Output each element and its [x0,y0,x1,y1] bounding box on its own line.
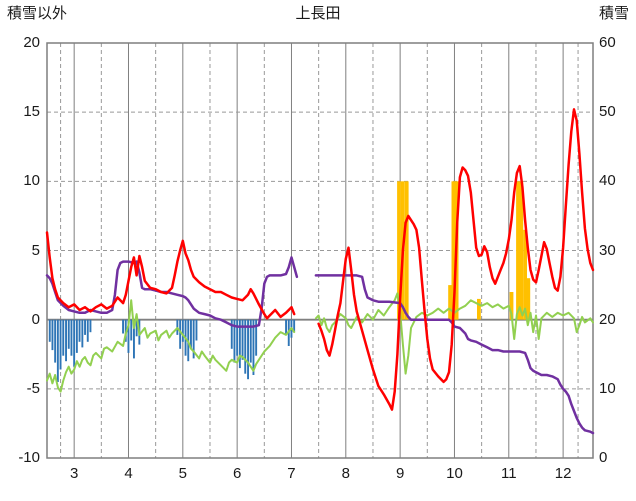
x-axis-tick: 4 [124,465,133,482]
right-axis-tick: 0 [599,449,608,466]
x-axis-tick: 8 [341,465,350,482]
right-axis-tick: 50 [599,103,616,121]
x-axis-tick: 9 [395,465,405,482]
right-axis-tick: 30 [599,241,616,259]
x-axis-tick: 10 [446,465,463,482]
right-axis-tick: 20 [599,310,616,328]
right-axis-tick: 60 [599,34,616,51]
x-axis-tick: 11 [500,465,517,482]
x-axis-tick: 5 [178,465,187,482]
x-axis-tick: 12 [554,465,572,482]
left-axis-tick: 15 [23,103,40,121]
left-axis-title: 積雪以外 [7,5,68,22]
right-axis-tick: 40 [599,172,616,190]
right-axis-tick: 10 [599,379,616,397]
chart-title: 上長田 [295,5,341,22]
left-axis-tick: -5 [26,379,40,397]
left-axis-tick: 0 [31,310,40,328]
left-axis-tick: 5 [31,241,40,259]
x-axis-tick: 3 [69,465,79,482]
right-axis-title: 積雪 [598,5,629,22]
x-axis-tick: 7 [287,465,296,482]
left-axis-tick: 10 [23,172,40,190]
left-axis-tick: 20 [23,34,40,51]
left-axis-tick: -10 [18,449,40,466]
x-axis-tick: 6 [232,465,242,482]
